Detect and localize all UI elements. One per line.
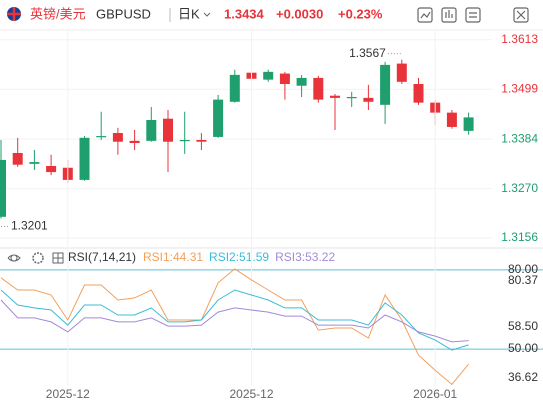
candle-body [313, 77, 324, 100]
fullscreen-icon[interactable] [516, 10, 526, 20]
candle-body [213, 99, 224, 137]
x-tick-label: 2026-01 [413, 387, 457, 401]
flag-cross [7, 7, 21, 21]
candle-body [146, 120, 157, 141]
rsi-line [0, 289, 469, 351]
candle-body [296, 77, 307, 86]
y-tick-label: 80.00 [508, 262, 538, 276]
candle-body [330, 95, 340, 98]
candle-body [179, 139, 190, 142]
header: 英镑/美元 GBPUSD 日K 1.3434 +0.0030 +0.23% [0, 6, 543, 31]
y-tick-label: 50.00 [508, 341, 538, 355]
period-arrow[interactable] [203, 12, 211, 17]
y-tick-label: 58.50 [508, 319, 538, 333]
y-tick-label: 1.3499 [501, 81, 538, 95]
indicator-title: RSI(7,14,21) [68, 250, 136, 264]
period[interactable]: 日K [178, 6, 200, 21]
candle-body [413, 83, 424, 103]
tool-icon[interactable] [465, 7, 481, 23]
x-tick-label: 2025-12 [229, 387, 273, 401]
pair-symbol: GBPUSD [96, 6, 151, 21]
pair-name: 英镑/美元 [30, 6, 86, 21]
y-tick-label: 1.3270 [501, 181, 538, 195]
price-change: +0.0030 [276, 6, 323, 21]
candle-body [46, 166, 57, 173]
legend-entry: RSI2:51.59 [209, 250, 269, 264]
candle-body [196, 139, 207, 142]
candle-body [463, 117, 474, 131]
candle-body [446, 112, 457, 127]
eye-icon[interactable] [7, 254, 21, 262]
rsi-line [0, 299, 469, 343]
legend: RSI1:44.31 RSI2:51.59 RSI3:53.22 [143, 250, 335, 264]
tool-icon[interactable] [420, 11, 431, 19]
price-change-pct: +0.23% [338, 6, 383, 21]
candle-body [29, 162, 40, 164]
legend-entry: RSI3:53.22 [275, 250, 335, 264]
max-annotation: 1.3567 [349, 46, 386, 60]
min-annotation: 1.3201 [11, 219, 48, 233]
candle-body [12, 152, 23, 165]
candle-body [0, 159, 6, 217]
candle-body [112, 133, 123, 142]
candle-body [229, 74, 240, 102]
y-tick-label: 1.3384 [501, 131, 538, 145]
candle-body [380, 64, 391, 105]
candle-body [363, 97, 374, 102]
candle-body [279, 73, 290, 84]
legend-entry: RSI1:44.31 [143, 250, 203, 264]
y-tick-label: 1.3156 [501, 230, 538, 244]
fullscreen-icon[interactable] [513, 7, 529, 23]
candle-body [346, 97, 357, 99]
y-tick-label: 1.3613 [501, 32, 538, 46]
candle-body [129, 140, 140, 144]
grid-icon [53, 253, 63, 263]
rsi-line [0, 268, 469, 386]
candle-body [263, 71, 274, 80]
tool-icon[interactable] [417, 7, 433, 23]
tool-icon[interactable] [469, 12, 477, 18]
candle-body [79, 137, 90, 180]
tool-icon[interactable] [441, 7, 457, 23]
price: 1.3434 [224, 6, 265, 21]
y-tick-label: 36.62 [508, 370, 538, 384]
tool-icon[interactable] [445, 10, 453, 18]
candle-body [163, 118, 173, 142]
y-tick-label: 80.37 [508, 273, 538, 287]
x-tick-label: 2025-12 [46, 387, 90, 401]
candle-body [96, 136, 107, 138]
settings-icon[interactable] [32, 252, 44, 264]
candle-body [396, 63, 407, 82]
